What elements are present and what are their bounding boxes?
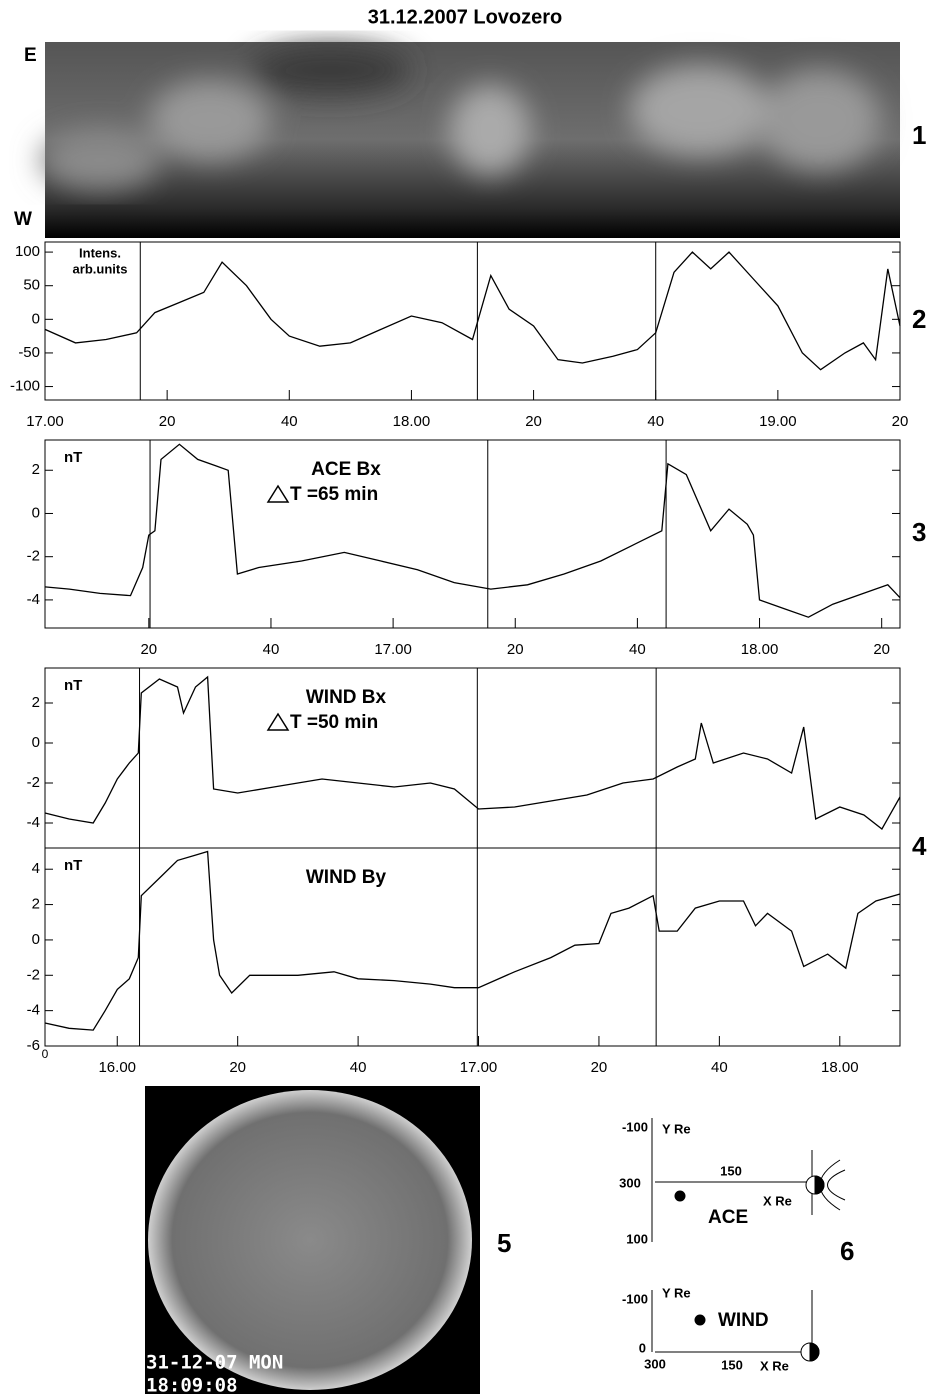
spacecraft [674, 1190, 686, 1202]
y-tick-label: 100 [15, 243, 40, 260]
y-tick-label: 2 [32, 694, 40, 711]
axis-label: 300 [644, 1356, 666, 1371]
series-label: WIND By [306, 867, 387, 888]
axis-label: -100 [622, 1119, 648, 1134]
y-tick-label: -4 [27, 814, 40, 831]
y-tick-label: -2 [27, 548, 40, 565]
panel-label: 6 [840, 1236, 854, 1266]
x-tick-label: 20 [140, 641, 157, 658]
x-tick-label: 16.00 [98, 1059, 136, 1076]
x-tick-label: 20 [159, 413, 176, 430]
x-tick-label: 20 [507, 641, 524, 658]
delta-symbol [266, 484, 290, 503]
series-label: ACE Bx [311, 459, 381, 480]
y-tick-label: -4 [27, 1002, 40, 1019]
y-tick-label: 0 [32, 734, 40, 751]
unit-label: nT [64, 449, 82, 466]
data-line [44, 850, 901, 1031]
axis-label: 150 [720, 1163, 742, 1178]
plot-frame [44, 667, 901, 849]
panel-label: 1 [912, 120, 926, 150]
orbit-ace [651, 1118, 846, 1242]
y-tick-label: -2 [27, 774, 40, 791]
x-tick-label: 17.00 [460, 1059, 498, 1076]
x-tick-label: 20 [229, 1059, 246, 1076]
x-tick-label: 20 [892, 413, 909, 430]
x-tick-label: 40 [350, 1059, 367, 1076]
unit-label: Intens. [79, 245, 121, 260]
panel-label: 5 [497, 1228, 511, 1258]
magnetosphere [819, 1159, 846, 1211]
axis-label: 300 [619, 1175, 641, 1190]
unit-label: nT [64, 857, 82, 874]
x-tick-label: 18.00 [741, 641, 779, 658]
x-tick-label: 18.00 [821, 1059, 859, 1076]
y-tick-label: -50 [18, 344, 40, 361]
keogram-label: W [14, 209, 32, 230]
corner-label: 0 [42, 1047, 49, 1061]
x-tick-label: 40 [263, 641, 280, 658]
y-tick-label: 0 [32, 504, 40, 521]
x-tick-label: 17.00 [26, 413, 64, 430]
allsky: 31-12-07 MON 18:09:08 [145, 1086, 480, 1397]
keogram-texture [40, 45, 880, 190]
x-tick-label: 18.00 [393, 413, 431, 430]
y-tick-label: 0 [32, 931, 40, 948]
keogram [40, 42, 900, 238]
x-tick-label: 20 [525, 413, 542, 430]
timestamp: 31-12-07 MON [146, 1352, 283, 1374]
axis-label: Y Re [662, 1285, 691, 1300]
delta-label: T =65 min [290, 484, 378, 505]
keogram-label: E [24, 45, 37, 66]
plot-frame [44, 241, 901, 401]
orbit-wind [651, 1290, 820, 1362]
y-tick-label: -100 [10, 378, 40, 395]
series-label: WIND Bx [306, 687, 387, 708]
allsky-disc [148, 1090, 472, 1390]
x-tick-label: 20 [873, 641, 890, 658]
y-tick-label: 2 [32, 896, 40, 913]
y-tick-label: -2 [27, 966, 40, 983]
x-tick-label: 40 [629, 641, 646, 658]
panel-label: 4 [912, 831, 927, 861]
x-tick-label: 19.00 [759, 413, 797, 430]
axis-label: 150 [721, 1357, 743, 1372]
spacecraft-name: ACE [708, 1207, 748, 1228]
axis-label: 100 [626, 1231, 648, 1246]
y-tick-label: 2 [32, 461, 40, 478]
x-tick-label: 40 [647, 413, 664, 430]
axis-label: -100 [622, 1291, 648, 1306]
x-tick-label: 20 [591, 1059, 608, 1076]
spacecraft-name: WIND [718, 1310, 769, 1331]
x-tick-label: 40 [281, 413, 298, 430]
y-tick-label: -4 [27, 591, 40, 608]
plot-frame [44, 847, 901, 1047]
axis-label: 0 [639, 1340, 646, 1355]
earth-night [809, 1342, 820, 1362]
y-tick-label: 50 [23, 277, 40, 294]
y-tick-label: 0 [32, 310, 40, 327]
data-line [44, 443, 901, 618]
axis-label: X Re [760, 1358, 789, 1373]
plot-frame [44, 439, 901, 629]
y-tick-label: 4 [32, 860, 40, 877]
unit-label: nT [64, 677, 82, 694]
panel-label: 3 [912, 517, 926, 547]
x-tick-label: 40 [711, 1059, 728, 1076]
title: 31.12.2007 Lovozero [368, 6, 563, 28]
x-tick-label: 17.00 [374, 641, 412, 658]
delta-label: T =50 min [290, 712, 378, 733]
panel-label: 2 [912, 304, 926, 334]
delta-symbol [266, 712, 290, 731]
timestamp: 18:09:08 [146, 1375, 238, 1395]
data-line [44, 675, 901, 830]
spacecraft [694, 1314, 706, 1326]
unit-label: arb.units [73, 261, 128, 276]
data-line [44, 251, 901, 371]
axis-label: X Re [763, 1193, 792, 1208]
y-tick-label: -6 [27, 1037, 40, 1054]
axis-label: Y Re [662, 1121, 691, 1136]
